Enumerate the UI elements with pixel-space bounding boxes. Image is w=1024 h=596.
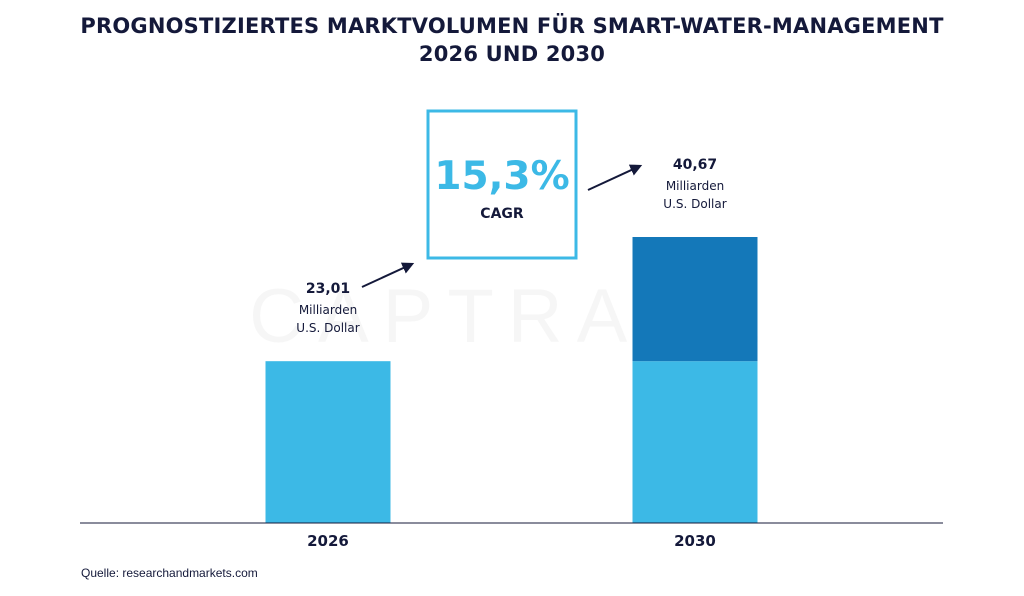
arrow-left bbox=[361, 262, 415, 288]
data-unit-2030-1: Milliarden bbox=[666, 179, 724, 193]
bar-2030-segment-2 bbox=[632, 237, 758, 362]
data-label-2030: 40,67 bbox=[673, 157, 717, 173]
x-tick-label-2030: 2030 bbox=[674, 532, 716, 550]
chart-title: PROGNOSTIZIERTES MARKTVOLUMEN FÜR SMART-… bbox=[0, 12, 1024, 68]
cagr-value: 15,3% bbox=[434, 154, 569, 199]
data-unit-2030-2: U.S. Dollar bbox=[663, 197, 726, 211]
data-unit-2026-1: Milliarden bbox=[299, 303, 357, 317]
arrow-right bbox=[587, 164, 643, 191]
cagr-box bbox=[426, 109, 578, 260]
data-unit-2026-2: U.S. Dollar bbox=[296, 321, 359, 335]
bar-2026-segment-1 bbox=[265, 361, 391, 523]
cagr-label: CAGR bbox=[480, 206, 524, 222]
chart-title-line-1: PROGNOSTIZIERTES MARKTVOLUMEN FÜR SMART-… bbox=[80, 14, 944, 38]
bar-2030-segment-1 bbox=[632, 361, 758, 523]
chart-title-line-2: 2026 UND 2030 bbox=[418, 42, 606, 66]
x-tick-label-2026: 2026 bbox=[307, 532, 349, 550]
data-label-2026: 23,01 bbox=[306, 281, 350, 297]
source-note: Quelle: researchandmarkets.com bbox=[81, 566, 258, 580]
